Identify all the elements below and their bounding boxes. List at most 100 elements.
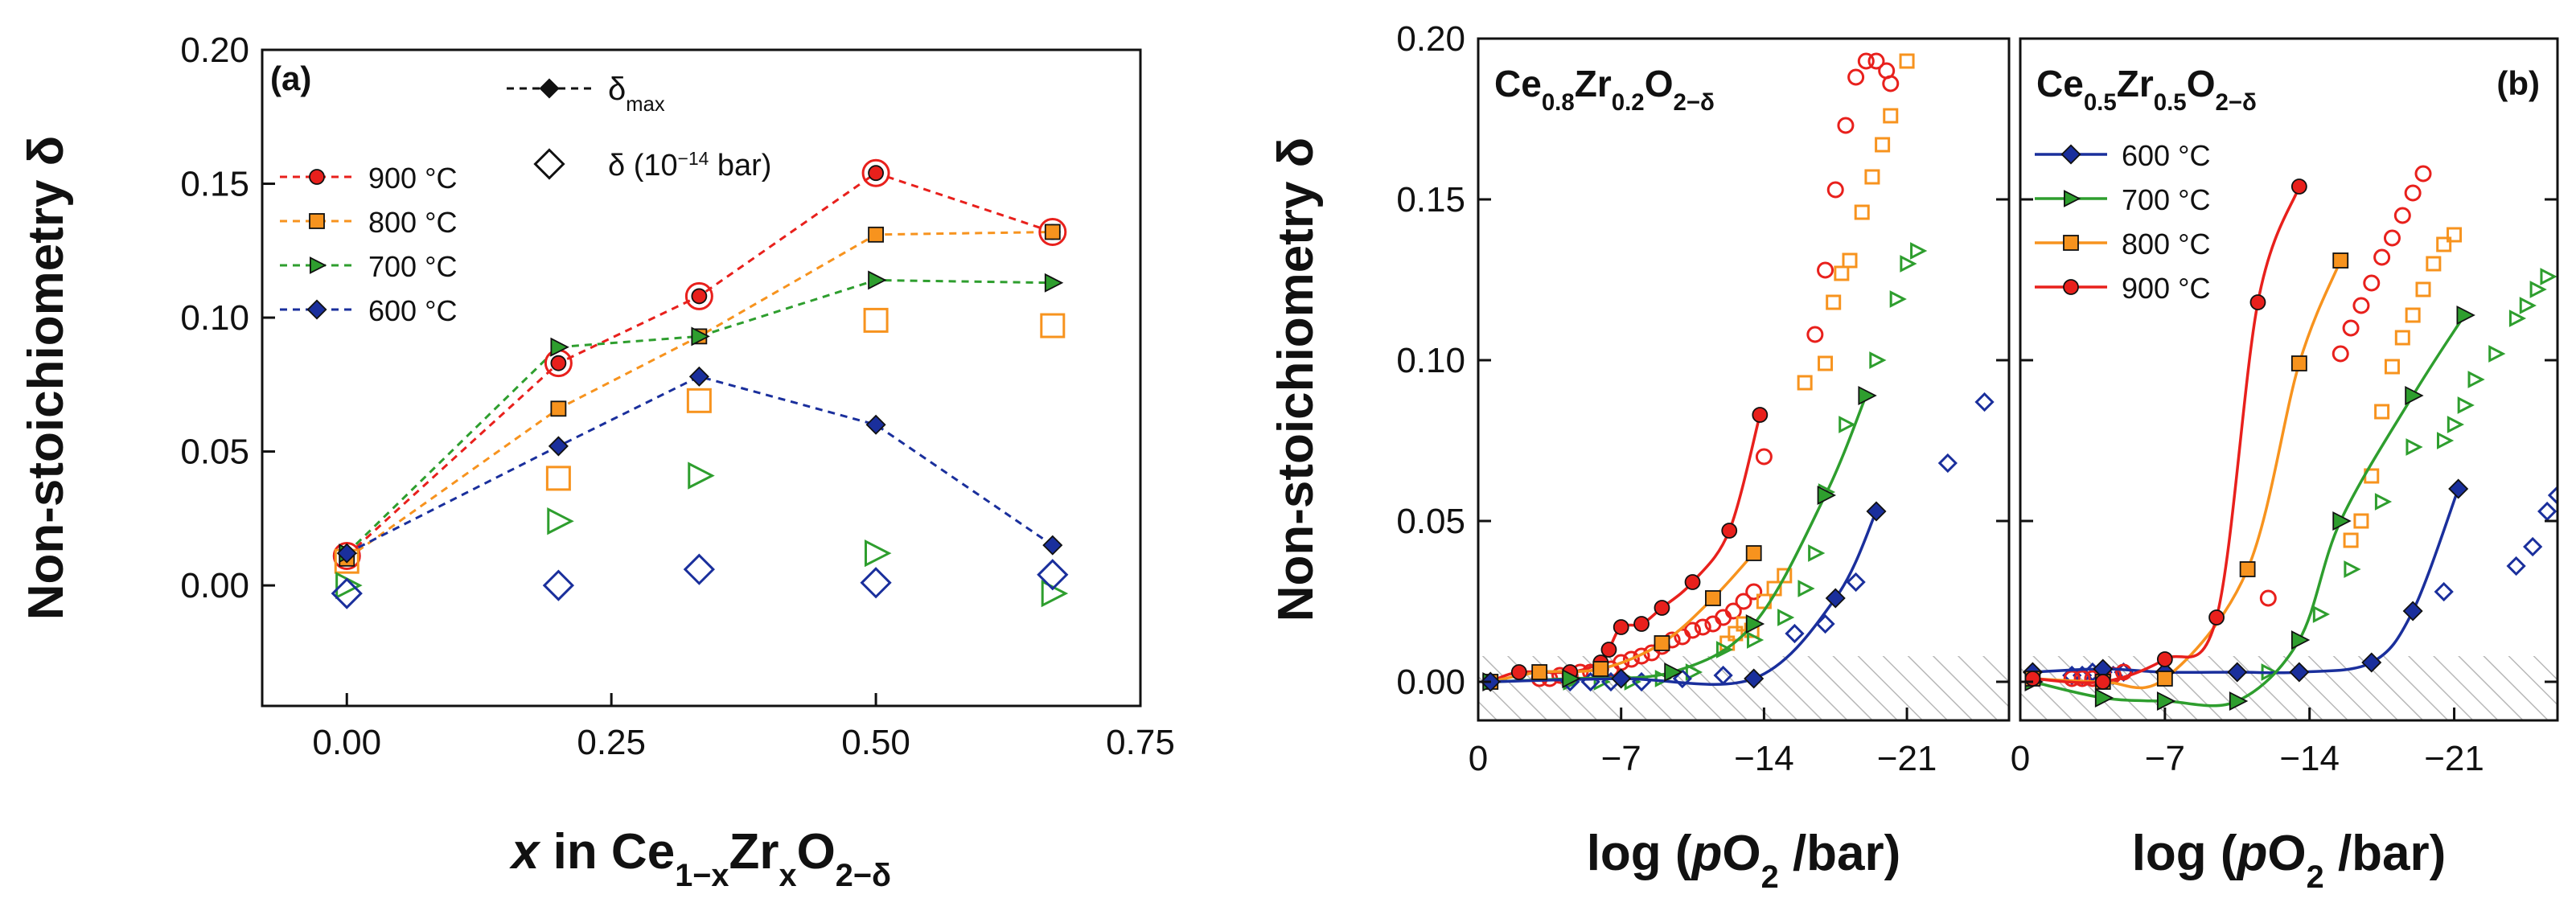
open-marker-b <box>2405 438 2423 456</box>
composition-label-b2-part-5: 2−δ <box>2215 89 2256 116</box>
composition-label-b2-part-0: Ce <box>2036 63 2084 105</box>
legend-label-b: 700 °C <box>2122 183 2210 216</box>
open-marker-b <box>1694 618 1711 636</box>
open-marker-b <box>1834 265 1850 281</box>
x-axis-title-b2: log (pO2 /bar) <box>2132 826 2447 895</box>
panel-b: Non-stoichiometry δ0.000.050.100.150.200… <box>1268 19 2559 895</box>
open-marker-b <box>2393 207 2411 224</box>
open-marker-b <box>2415 281 2431 297</box>
open-marker-b <box>1633 647 1650 665</box>
x-axis-title-b2-part-3: 2 <box>2307 859 2324 895</box>
x-tick-label-b: −14 <box>1734 739 1794 778</box>
open-marker-b <box>2426 256 2442 272</box>
filled-marker-a <box>868 226 884 243</box>
open-marker-b <box>1867 52 1885 70</box>
x-axis-title-b2-part-2: O <box>2267 826 2306 881</box>
filled-marker-a <box>865 414 886 435</box>
open-marker-a <box>331 577 363 609</box>
legend-marker-b <box>2063 190 2081 207</box>
x-axis-title-b1-part-4: /bar) <box>1779 826 1901 881</box>
filled-marker-a <box>550 355 567 371</box>
filled-marker-b <box>2239 561 2256 577</box>
series-line-a <box>346 375 1054 555</box>
open-marker-b <box>1910 242 1928 260</box>
filled-marker-b <box>1825 588 1846 609</box>
x-axis-title-a-part-0: x <box>509 824 541 880</box>
x-axis-title-b2-part-4: /bar) <box>2324 826 2447 881</box>
open-marker-b <box>1842 252 1858 269</box>
x-axis-title-b1-part-3: 2 <box>1761 859 1779 895</box>
filled-marker-b <box>1817 486 1837 505</box>
filled-marker-a <box>1042 535 1063 556</box>
open-marker-b <box>1846 572 1866 593</box>
open-marker-b <box>1724 602 1742 620</box>
open-marker-a <box>861 158 890 187</box>
y-tick-label-b: 0.05 <box>1396 502 1465 541</box>
open-marker-b <box>2363 274 2381 292</box>
filled-marker-b <box>2456 306 2475 325</box>
hatched-region <box>1478 656 2009 720</box>
composition-label-b2-part-4: O <box>2187 63 2216 105</box>
fit-curve-b <box>2032 260 2342 690</box>
legend-label-a: 800 °C <box>368 206 457 239</box>
legend-open-label-a: δ (10−14 bar) <box>608 148 771 183</box>
y-tick-label-b: 0.15 <box>1396 180 1465 219</box>
open-marker-b <box>2259 589 2277 607</box>
plot-area-b2 <box>2022 165 2558 711</box>
open-marker-a <box>864 539 892 568</box>
filled-marker-a <box>336 543 357 564</box>
open-marker-b <box>2374 404 2390 420</box>
panel-label-a: (a) <box>270 59 311 97</box>
legend-marker-b <box>2060 144 2081 165</box>
x-tick-label-a: 0.75 <box>1106 723 1175 762</box>
filled-marker-b <box>2229 691 2249 711</box>
filled-marker-b <box>2208 609 2225 626</box>
open-marker-b <box>2436 432 2455 449</box>
x-tick-label-b: 0 <box>1469 739 1488 778</box>
legend-marker-top-a <box>539 78 560 99</box>
open-marker-a <box>688 462 715 490</box>
filled-marker-a <box>548 436 569 457</box>
x-tick-label-b: −14 <box>2279 739 2340 778</box>
x-axis-title-a: x in Ce1−xZrxO2−δ <box>509 824 891 893</box>
legend-label-a: 600 °C <box>368 294 457 327</box>
open-marker-b <box>1715 641 1734 658</box>
legend-open-marker-a <box>533 148 565 180</box>
legend-label-top-a-part-0: δ <box>608 72 626 107</box>
open-marker-b <box>2404 184 2422 202</box>
open-marker-b <box>2353 513 2369 529</box>
open-marker-b <box>1826 181 1844 199</box>
open-marker-b <box>2506 556 2526 576</box>
legend-marker-b <box>2063 279 2079 295</box>
filled-marker-b <box>2156 671 2173 687</box>
open-marker-b <box>1746 631 1765 649</box>
filled-marker-b <box>2024 671 2041 687</box>
open-marker-a <box>1037 559 1069 591</box>
open-marker-b <box>1937 453 1958 474</box>
open-marker-b <box>1817 261 1834 279</box>
y-tick-label-a: 0.00 <box>180 566 249 605</box>
x-axis-title-a-part-2: 1−x <box>675 858 729 893</box>
x-tick-label-b: −7 <box>1601 739 1641 778</box>
filled-marker-b <box>2249 294 2266 310</box>
composition-label-b1-part-0: Ce <box>1494 63 1542 105</box>
legend-open-label-a-part-1: −14 <box>678 148 709 169</box>
filled-marker-b <box>1633 616 1650 632</box>
legend-label-b: 600 °C <box>2122 139 2210 172</box>
open-marker-b <box>1875 137 1891 153</box>
open-marker-a <box>1038 217 1067 246</box>
open-marker-a <box>1040 313 1066 338</box>
filled-marker-b <box>1654 600 1670 616</box>
x-tick-label-a: 0.25 <box>577 723 646 762</box>
legend-label-b: 900 °C <box>2122 272 2210 305</box>
filled-marker-b <box>1858 386 1877 405</box>
open-marker-b <box>1777 609 1795 626</box>
open-marker-b <box>2537 501 2558 522</box>
filled-marker-a <box>691 326 710 347</box>
filled-marker-a <box>550 400 567 417</box>
open-marker-b <box>1797 375 1813 391</box>
open-marker-b <box>1622 650 1640 668</box>
plot-frame-a <box>261 48 1142 708</box>
x-axis-title-b2-part-0: log ( <box>2132 826 2237 881</box>
